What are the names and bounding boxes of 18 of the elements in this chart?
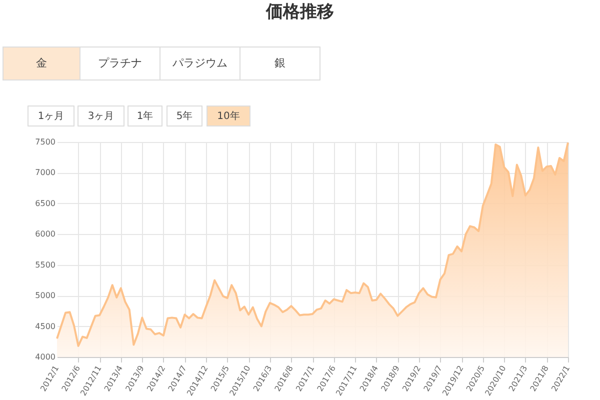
chart-title: 価格推移 (265, 2, 334, 22)
text: 金 (36, 56, 47, 70)
y-tick-label: 5000 (35, 291, 56, 300)
y-tick-label: 4000 (35, 352, 56, 362)
text: パラジウム (172, 56, 228, 70)
y-tick-label: 7000 (35, 168, 56, 178)
y-tick-label: 4500 (35, 322, 56, 331)
y-tick-label: 7500 (35, 138, 56, 146)
text: 1ヶ月 (38, 111, 64, 122)
text: プラチナ (98, 56, 142, 70)
text: 10年 (217, 110, 240, 122)
y-tick-label: 6000 (35, 230, 56, 239)
text: 5年 (176, 110, 193, 122)
text: 1年 (136, 110, 154, 122)
y-tick-label: 6500 (35, 198, 56, 208)
text: 銀 (274, 56, 286, 70)
y-tick-label: 5500 (35, 260, 56, 270)
text: 3ヶ月 (88, 111, 114, 122)
